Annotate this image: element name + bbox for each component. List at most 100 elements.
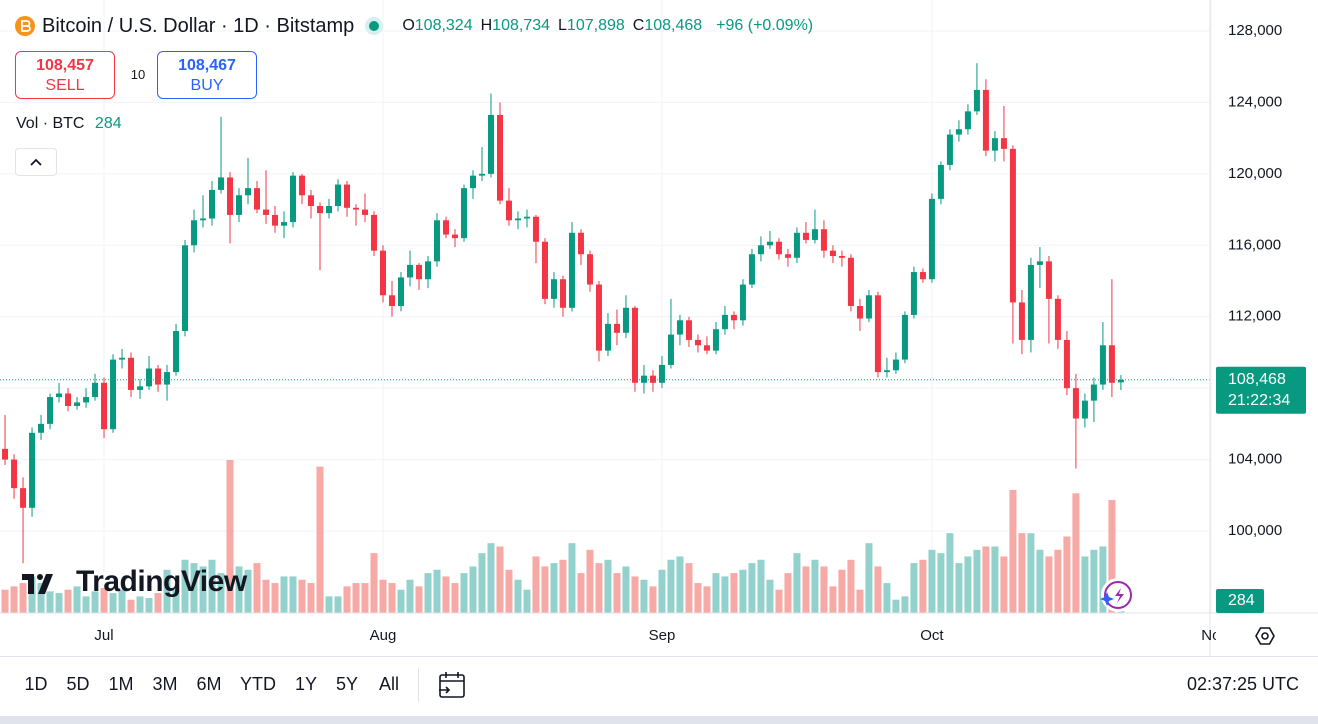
range-button[interactable]: YTD — [240, 674, 276, 694]
volume-bar — [460, 573, 468, 613]
volume-bar — [1072, 493, 1080, 613]
volume-bar — [865, 543, 873, 613]
volume-bar — [928, 549, 936, 613]
volume-bar — [991, 546, 999, 613]
volume-bar — [325, 596, 333, 613]
candle-body — [748, 254, 755, 285]
volume-bar — [1054, 549, 1062, 613]
candle-body — [317, 206, 324, 214]
x-tick-label: Sep — [649, 627, 676, 644]
symbol-title[interactable]: Bitcoin / U.S. Dollar · 1D · Bitstamp — [42, 14, 355, 37]
buy-label: BUY — [190, 77, 224, 94]
volume-bar — [586, 549, 594, 613]
candle-pane — [0, 63, 1210, 564]
x-tick-label: Oct — [920, 627, 944, 644]
candle-body — [703, 345, 710, 351]
candle-body — [1009, 148, 1016, 303]
candle-body — [254, 188, 261, 210]
candle-body — [658, 364, 665, 383]
range-button[interactable]: 1D — [24, 674, 48, 694]
volume-bar — [388, 583, 396, 613]
y-tick-label: 116,000 — [1228, 236, 1281, 253]
candle-body — [263, 209, 270, 215]
candle-body — [1108, 345, 1115, 383]
volume-bar — [145, 598, 153, 613]
candle-body — [173, 331, 180, 373]
volume-bar — [1063, 536, 1071, 613]
candle-body — [352, 207, 359, 210]
clock[interactable]: 02:37:25 UTC — [1186, 674, 1299, 694]
volume-bar — [568, 543, 576, 613]
toolbar-border — [0, 656, 1318, 657]
candle-body — [712, 329, 719, 351]
volume-bar — [604, 559, 612, 613]
volume-bar — [1009, 489, 1017, 613]
volume-bar — [703, 586, 711, 613]
calendar-button[interactable] — [437, 669, 469, 701]
candle-body — [883, 370, 890, 373]
range-button[interactable]: All — [378, 674, 400, 694]
candle-body — [811, 229, 818, 240]
candle-body — [146, 368, 153, 387]
candle-body — [694, 339, 701, 346]
range-button[interactable]: 6M — [196, 674, 222, 694]
collapse-button[interactable] — [15, 148, 57, 176]
range-button[interactable]: 5Y — [335, 674, 359, 694]
range-button[interactable]: 1M — [108, 674, 134, 694]
x-tick-label: No — [1201, 627, 1220, 644]
candle-body — [1117, 379, 1124, 383]
volume-bar — [415, 586, 423, 613]
volume-bar — [829, 586, 837, 613]
candle-body — [910, 272, 917, 315]
volume-bar — [559, 559, 567, 613]
sell-price: 108,457 — [36, 57, 94, 74]
volume-bar — [370, 553, 378, 613]
ohlc-item: L107,898 — [558, 17, 625, 35]
candle-body — [361, 209, 368, 215]
volume-bar — [892, 599, 900, 613]
range-button[interactable]: 1Y — [294, 674, 318, 694]
volume-bar — [55, 593, 63, 613]
candle-body — [766, 241, 773, 246]
volume-bar — [883, 583, 891, 613]
candle-body — [793, 232, 800, 258]
volume-tag — [1216, 589, 1264, 613]
volume-bar — [820, 566, 828, 613]
volume-bar — [73, 586, 81, 613]
assistant-icon[interactable] — [1100, 578, 1135, 612]
range-button[interactable]: 3M — [152, 674, 178, 694]
candle-body — [29, 432, 36, 508]
volume-bar — [694, 583, 702, 613]
y-tick-label: 124,000 — [1228, 93, 1282, 110]
settings-icon[interactable] — [1255, 627, 1275, 645]
candle-body — [757, 245, 764, 255]
volume-bar — [37, 583, 45, 613]
candle-body — [388, 295, 395, 306]
time-axis: Jul Aug Sep Oct No — [94, 627, 1220, 644]
buy-button[interactable]: 108,467 BUY — [157, 51, 257, 99]
volume-bar — [523, 589, 531, 613]
volume-bar — [253, 563, 261, 613]
volume-bar — [577, 573, 585, 613]
sell-button[interactable]: 108,457 SELL — [15, 51, 115, 99]
candle-body — [1054, 298, 1061, 340]
volume-bar — [712, 573, 720, 613]
volume-bar — [1018, 533, 1026, 613]
x-tick-label: Jul — [94, 627, 113, 644]
volume-bar — [658, 569, 666, 613]
volume-bar — [28, 576, 36, 613]
candle-body — [442, 220, 449, 235]
candle-body — [640, 375, 647, 383]
candle-body — [1045, 261, 1052, 299]
candle-body — [739, 284, 746, 321]
candle-body — [1072, 388, 1079, 419]
volume-bar — [982, 546, 990, 613]
volume-bar — [424, 573, 432, 613]
volume-bar — [298, 579, 306, 613]
range-button[interactable]: 5D — [66, 674, 90, 694]
candle-body — [56, 393, 63, 398]
last-price-label: 108,468 — [1228, 371, 1286, 388]
volume-bar — [316, 466, 324, 613]
candle-body — [137, 386, 144, 390]
candle-body — [946, 134, 953, 165]
